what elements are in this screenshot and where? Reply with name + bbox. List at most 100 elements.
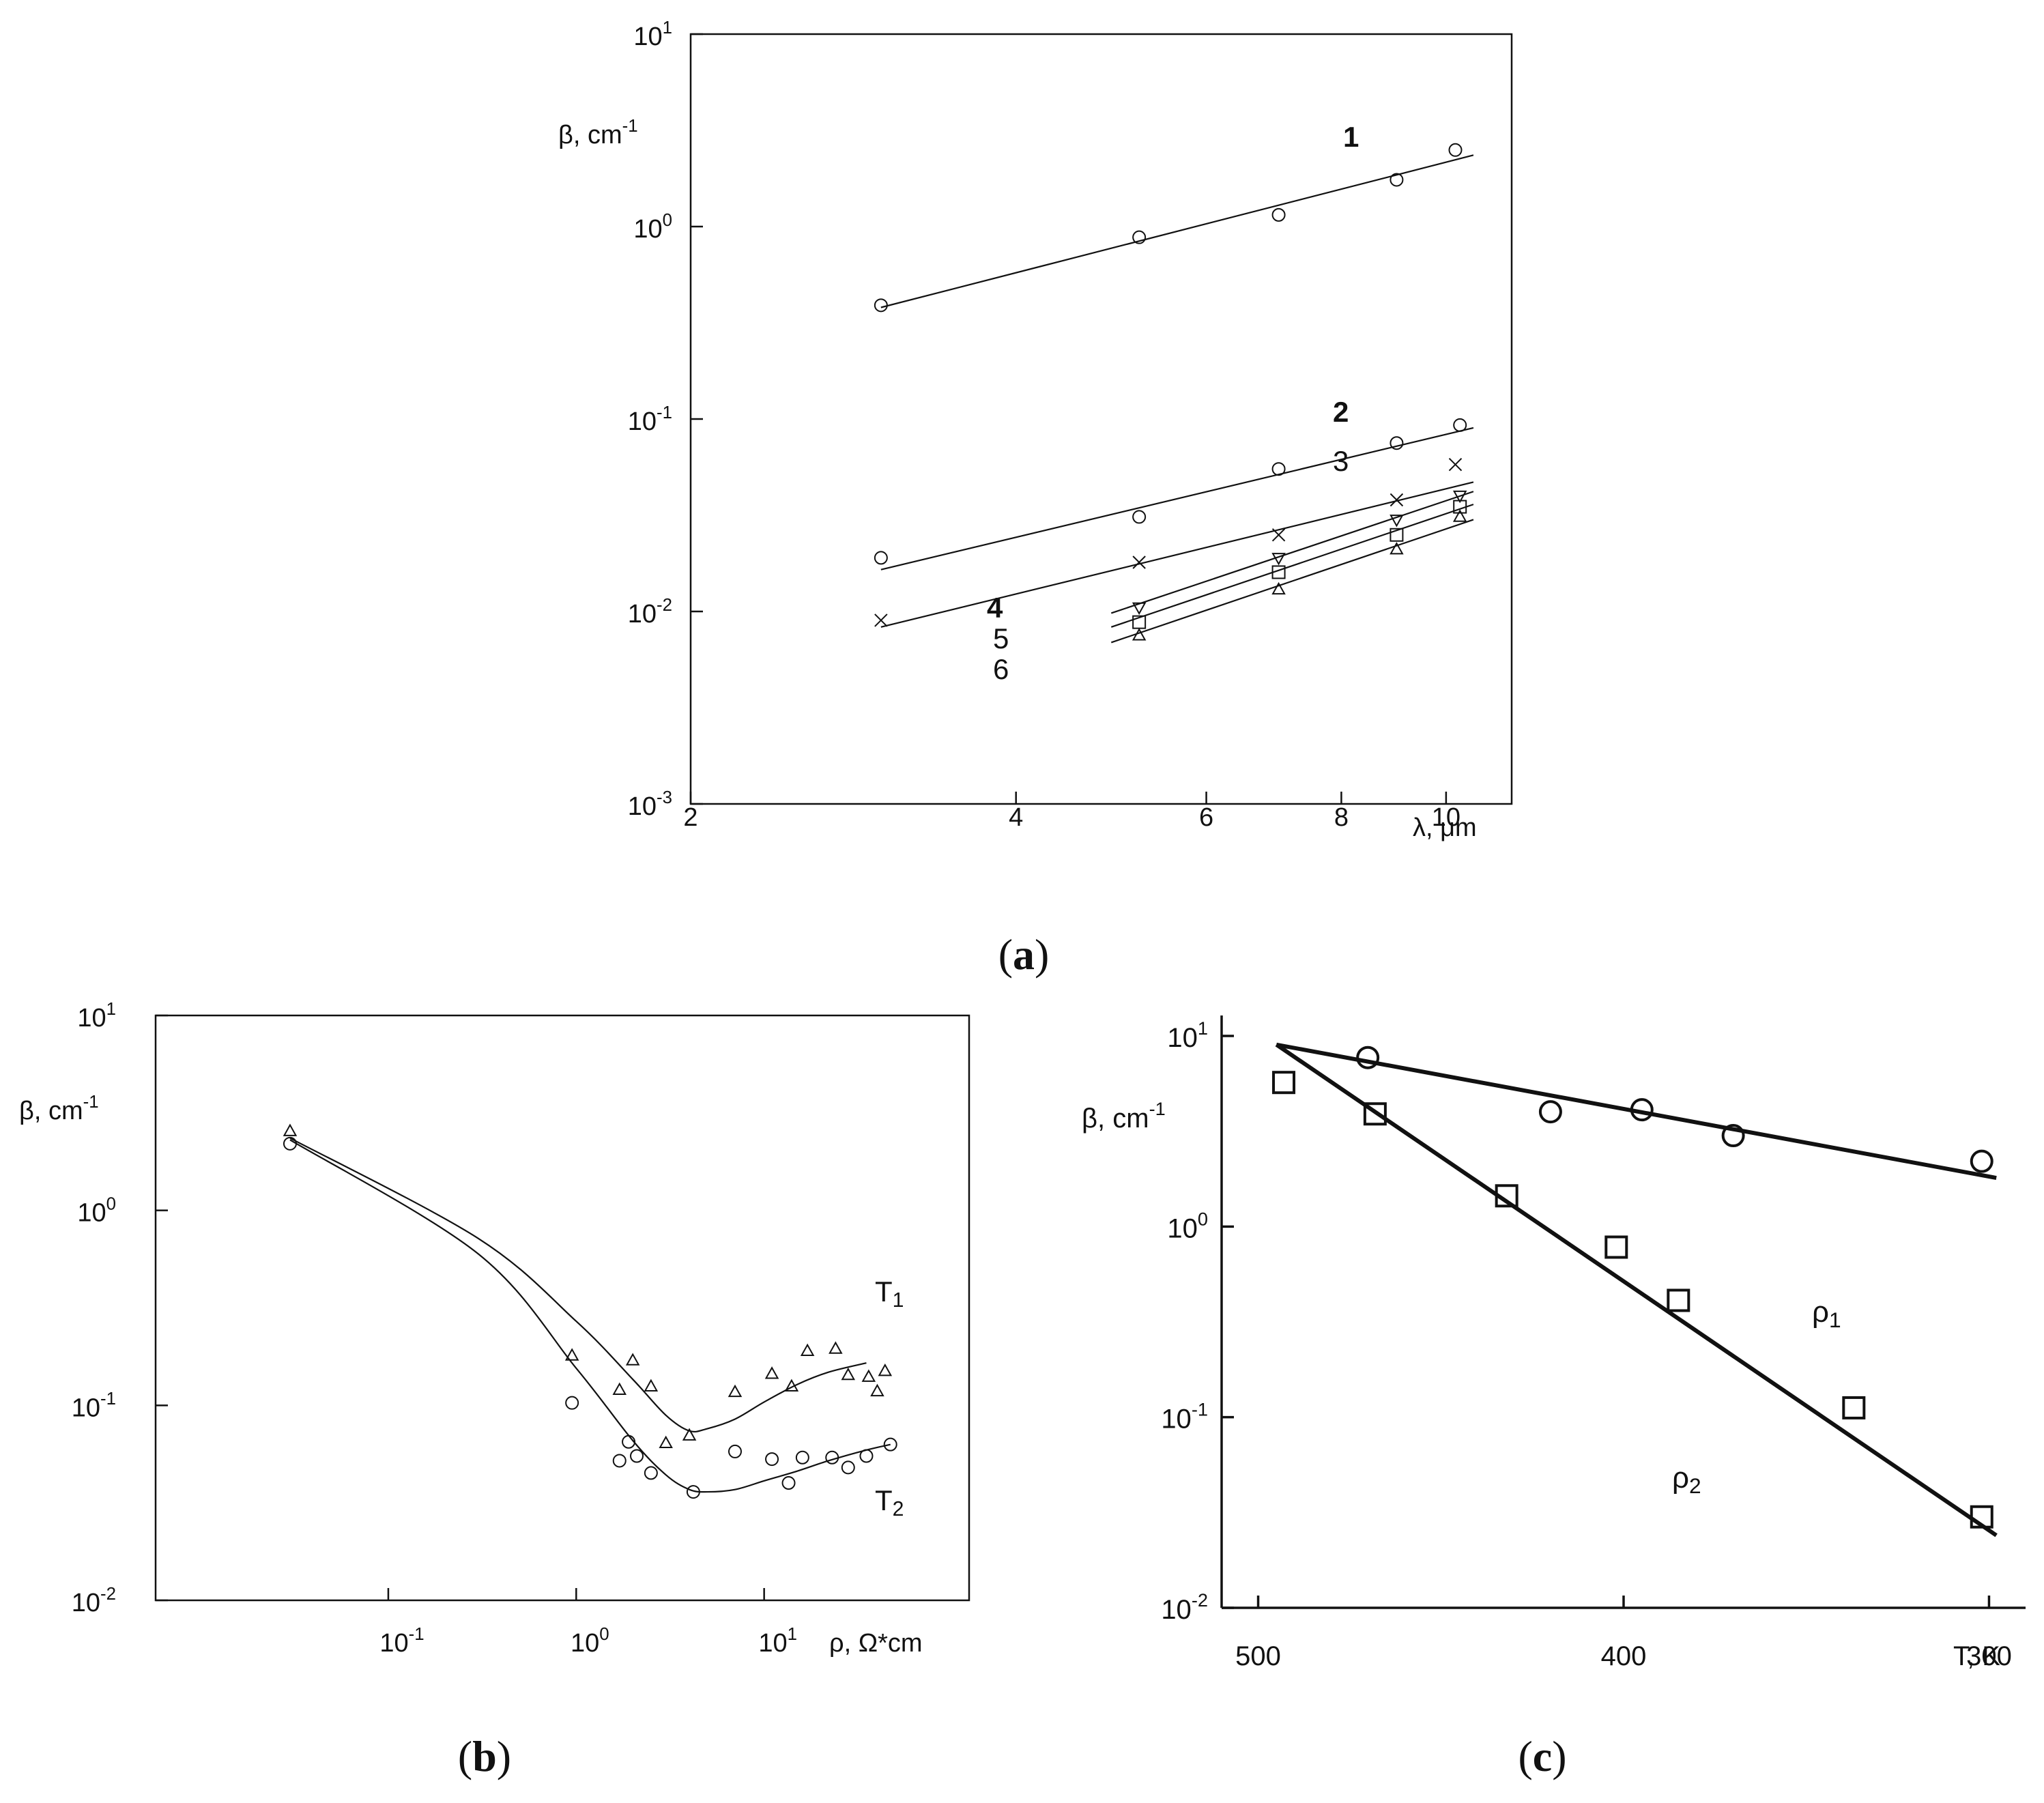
x-axis-label: λ, μm: [1413, 813, 1477, 842]
x-tick-label: 8: [1334, 803, 1349, 832]
data-point: [659, 1435, 673, 1449]
y-tick-label: 100: [633, 211, 672, 244]
y-axis-label: β, cm-1: [19, 1093, 99, 1125]
data-point: [1452, 509, 1467, 522]
x-tick-label: 100: [571, 1625, 609, 1658]
data-point: [859, 1449, 874, 1463]
data-point: [795, 1450, 809, 1465]
data-point: [1842, 1396, 1866, 1419]
series-3: [874, 458, 1474, 628]
data-point: [874, 614, 888, 627]
data-point: [1448, 458, 1463, 472]
data-point: [841, 1460, 855, 1475]
y-tick-label: 10-2: [628, 596, 672, 629]
panel-caption: (b): [458, 1732, 511, 1780]
data-point: [1132, 628, 1147, 641]
data-point: [612, 1454, 627, 1468]
x-tick-label: 300: [1966, 1641, 2012, 1671]
data-point: [630, 1449, 644, 1463]
data-point: [682, 1428, 697, 1441]
y-tick-label: 100: [1167, 1208, 1208, 1243]
data-point: [1271, 207, 1286, 222]
y-axis-label: β, cm-1: [558, 117, 638, 149]
data-point: [1272, 1071, 1296, 1095]
x-tick-label: 10-1: [379, 1625, 424, 1658]
data-point: [1363, 1102, 1387, 1126]
y-tick-label: 101: [633, 18, 672, 51]
series-2: [874, 418, 1474, 571]
data-point: [1721, 1124, 1745, 1148]
data-point: [728, 1444, 742, 1458]
data-point: [883, 1437, 897, 1452]
data-point: [874, 551, 888, 565]
series-T₁: [283, 1123, 893, 1449]
data-point: [878, 1363, 893, 1376]
series-1: [874, 143, 1474, 313]
data-point: [564, 1348, 579, 1361]
series-6: [1110, 509, 1474, 644]
trend-curve: [289, 1139, 891, 1493]
y-tick-label: 101: [77, 1000, 116, 1033]
series-label: 1: [1343, 121, 1359, 153]
data-point: [1271, 553, 1286, 566]
data-point: [622, 1434, 636, 1449]
chart-c: 500 400 300 10-2 10-1 100 101 β, cm-1 T, K ρ1 ρ2 (c…: [1082, 1015, 2026, 1780]
fit-line: [1276, 1042, 1997, 1180]
fit-line: [880, 427, 1474, 571]
data-point: [861, 1369, 876, 1382]
series-label: ρ1: [1812, 1295, 1841, 1332]
y-tick-label: 10-1: [628, 403, 672, 436]
series-label: 3: [1333, 445, 1349, 477]
data-point: [1604, 1235, 1628, 1259]
y-tick-label: 10-1: [1161, 1399, 1208, 1434]
data-point: [1538, 1100, 1562, 1124]
data-point: [1271, 528, 1286, 542]
y-tick-label: 10-2: [1161, 1589, 1208, 1625]
data-point: [874, 298, 888, 313]
data-point: [686, 1485, 700, 1499]
y-tick-label: 10-1: [72, 1389, 116, 1422]
data-point: [1453, 500, 1467, 514]
data-point: [1970, 1149, 1993, 1173]
data-point: [644, 1379, 659, 1391]
data-point: [728, 1384, 743, 1398]
data-point: [1271, 462, 1286, 476]
series-label: 2: [1333, 396, 1349, 428]
panel-caption: (a): [998, 930, 1050, 979]
x-axis-label: T, K: [1953, 1641, 2000, 1671]
series-label: 4: [987, 592, 1003, 624]
data-point: [1390, 515, 1404, 528]
y-axis-label: β, cm-1: [1082, 1098, 1166, 1134]
panel-caption: (c): [1518, 1732, 1566, 1780]
data-point: [565, 1396, 579, 1410]
data-point: [825, 1450, 839, 1465]
y-tick-label: 10-2: [72, 1585, 116, 1617]
series-ρ₁: [1276, 1042, 1997, 1180]
series-label: 5: [993, 622, 1009, 654]
series-4: [1110, 490, 1474, 616]
data-point: [1390, 436, 1404, 450]
data-point: [781, 1476, 796, 1490]
data-point: [1271, 565, 1286, 579]
y-tick-label: 100: [77, 1195, 116, 1228]
data-point: [1495, 1184, 1518, 1208]
fit-line: [1110, 491, 1474, 614]
data-point: [1132, 230, 1147, 244]
fit-line: [1110, 519, 1474, 644]
trend-curve: [289, 1137, 867, 1433]
data-point: [1970, 1505, 1993, 1529]
series-label: ρ2: [1672, 1461, 1701, 1498]
data-point: [784, 1379, 799, 1391]
series-label: 6: [993, 653, 1009, 685]
series-label: T2: [875, 1484, 904, 1520]
data-point: [1132, 510, 1147, 524]
data-point: [625, 1353, 640, 1366]
y-tick-label: 10-3: [628, 788, 672, 821]
data-point: [1390, 493, 1404, 507]
data-point: [1448, 143, 1463, 157]
data-point: [1667, 1288, 1690, 1312]
data-point: [870, 1383, 884, 1397]
series-ρ₂: [1272, 1043, 1998, 1538]
data-point: [644, 1466, 658, 1480]
